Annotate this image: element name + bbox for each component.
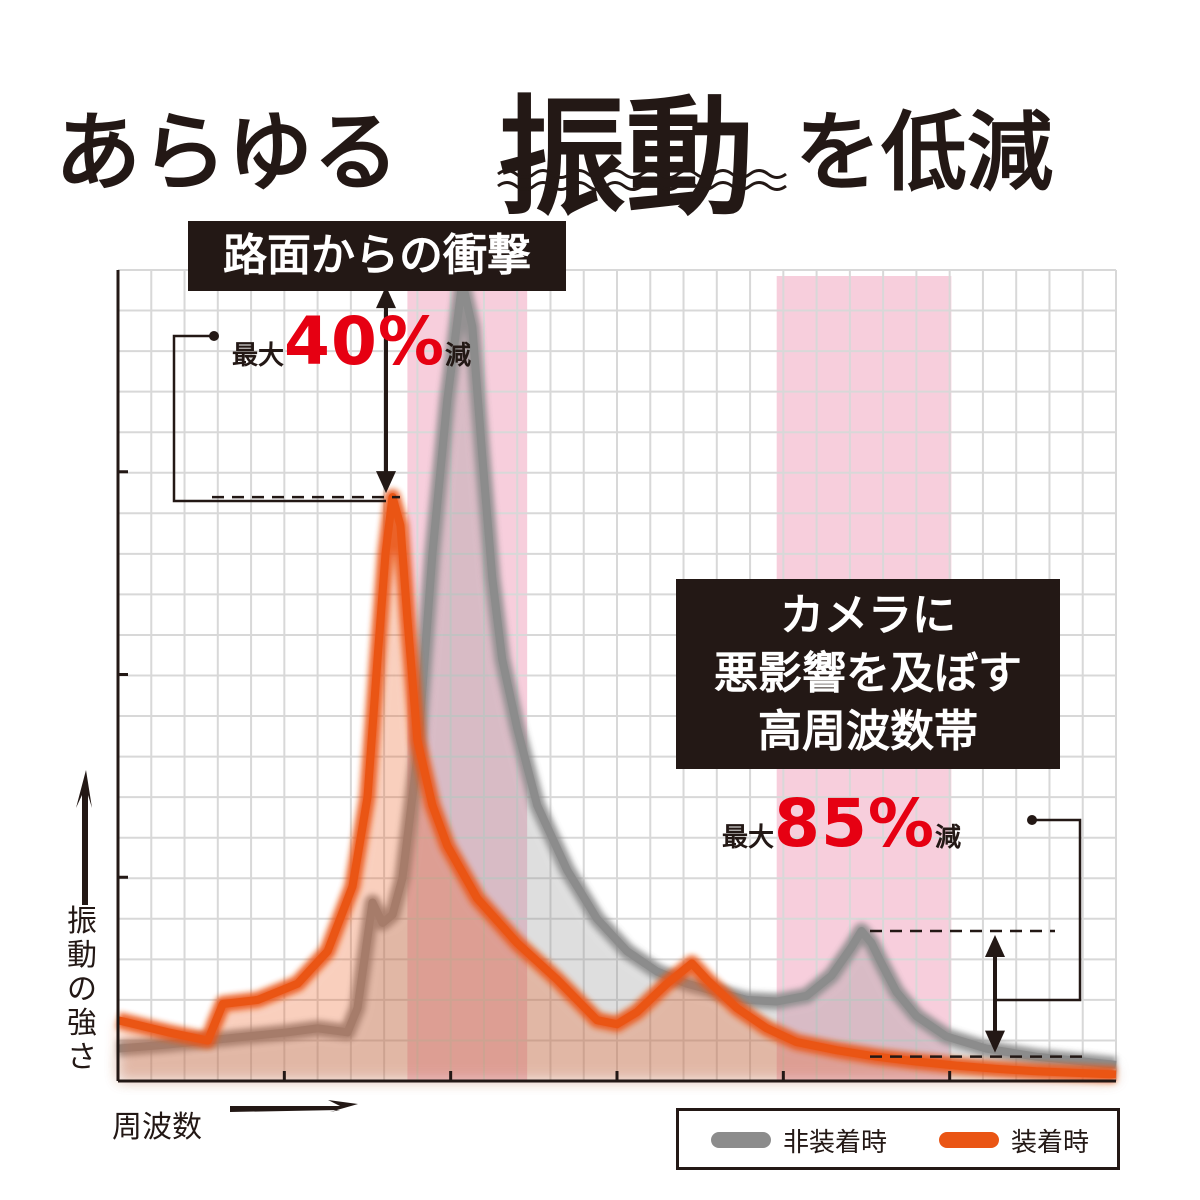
high-frequency-line-3: 高周波数帯 <box>758 706 978 757</box>
legend-label: 非装着時 <box>783 1127 888 1158</box>
arrow-head-down <box>376 471 396 494</box>
legend: 非装着時 装着時 <box>676 1108 1120 1170</box>
series-area <box>118 497 1116 1082</box>
legend-label: 装着時 <box>1011 1127 1090 1158</box>
y-axis-char: 動 <box>67 938 97 973</box>
reduction-low-freq: 最大40%減 <box>232 303 471 380</box>
y-axis-char: 振 <box>67 904 97 939</box>
headline: あらゆる 振動 を低減 <box>0 40 1200 233</box>
series-line-core <box>117 493 1117 1079</box>
high-frequency-line-2: 悪影響を及ぼす <box>714 648 1022 699</box>
reduction-prefix: 最大 <box>232 341 285 371</box>
arrow-head-down-high <box>985 1030 1005 1053</box>
y-axis-label: 振 動 の 強 さ <box>62 905 102 1075</box>
legend-item-without: 非装着時 <box>711 1123 888 1158</box>
arrow-head-up <box>376 286 396 309</box>
legend-swatch-gray <box>711 1132 771 1148</box>
reduction-suffix: 減 <box>445 341 472 371</box>
x-axis-arrow <box>230 1100 358 1112</box>
legend-swatch-orange <box>939 1132 999 1148</box>
reduction-suffix: 減 <box>935 823 962 853</box>
leader-dot <box>1027 815 1037 825</box>
leader-line-low <box>172 334 386 503</box>
headline-emphasis: 振動 <box>498 84 755 233</box>
leader-dot <box>209 331 219 341</box>
legend-item-with: 装着時 <box>939 1123 1090 1158</box>
y-axis-char: 強 <box>67 1006 97 1041</box>
headline-suffix: を低減 <box>795 103 1053 203</box>
high-frequency-label: カメラに 悪影響を及ぼす 高周波数帯 <box>676 579 1060 769</box>
reduction-value: 85% <box>774 785 935 862</box>
y-axis-char: の <box>67 972 97 1007</box>
reduction-prefix: 最大 <box>722 823 775 853</box>
squiggle-underline <box>497 169 787 191</box>
reduction-value: 40% <box>284 303 445 380</box>
arrow-head-up-high <box>985 934 1005 957</box>
y-axis-arrow <box>76 770 92 905</box>
x-axis-label: 周波数 <box>112 1110 202 1145</box>
headline-prefix: あらゆる <box>55 103 399 203</box>
series-with <box>116 489 1117 1083</box>
high-frequency-line-1: カメラに <box>780 590 956 641</box>
leader-line-high <box>995 818 1082 1002</box>
road-shock-label: 路面からの衝撃 <box>188 221 566 291</box>
y-axis-char: さ <box>67 1040 97 1075</box>
reduction-high-freq: 最大85%減 <box>722 785 961 862</box>
